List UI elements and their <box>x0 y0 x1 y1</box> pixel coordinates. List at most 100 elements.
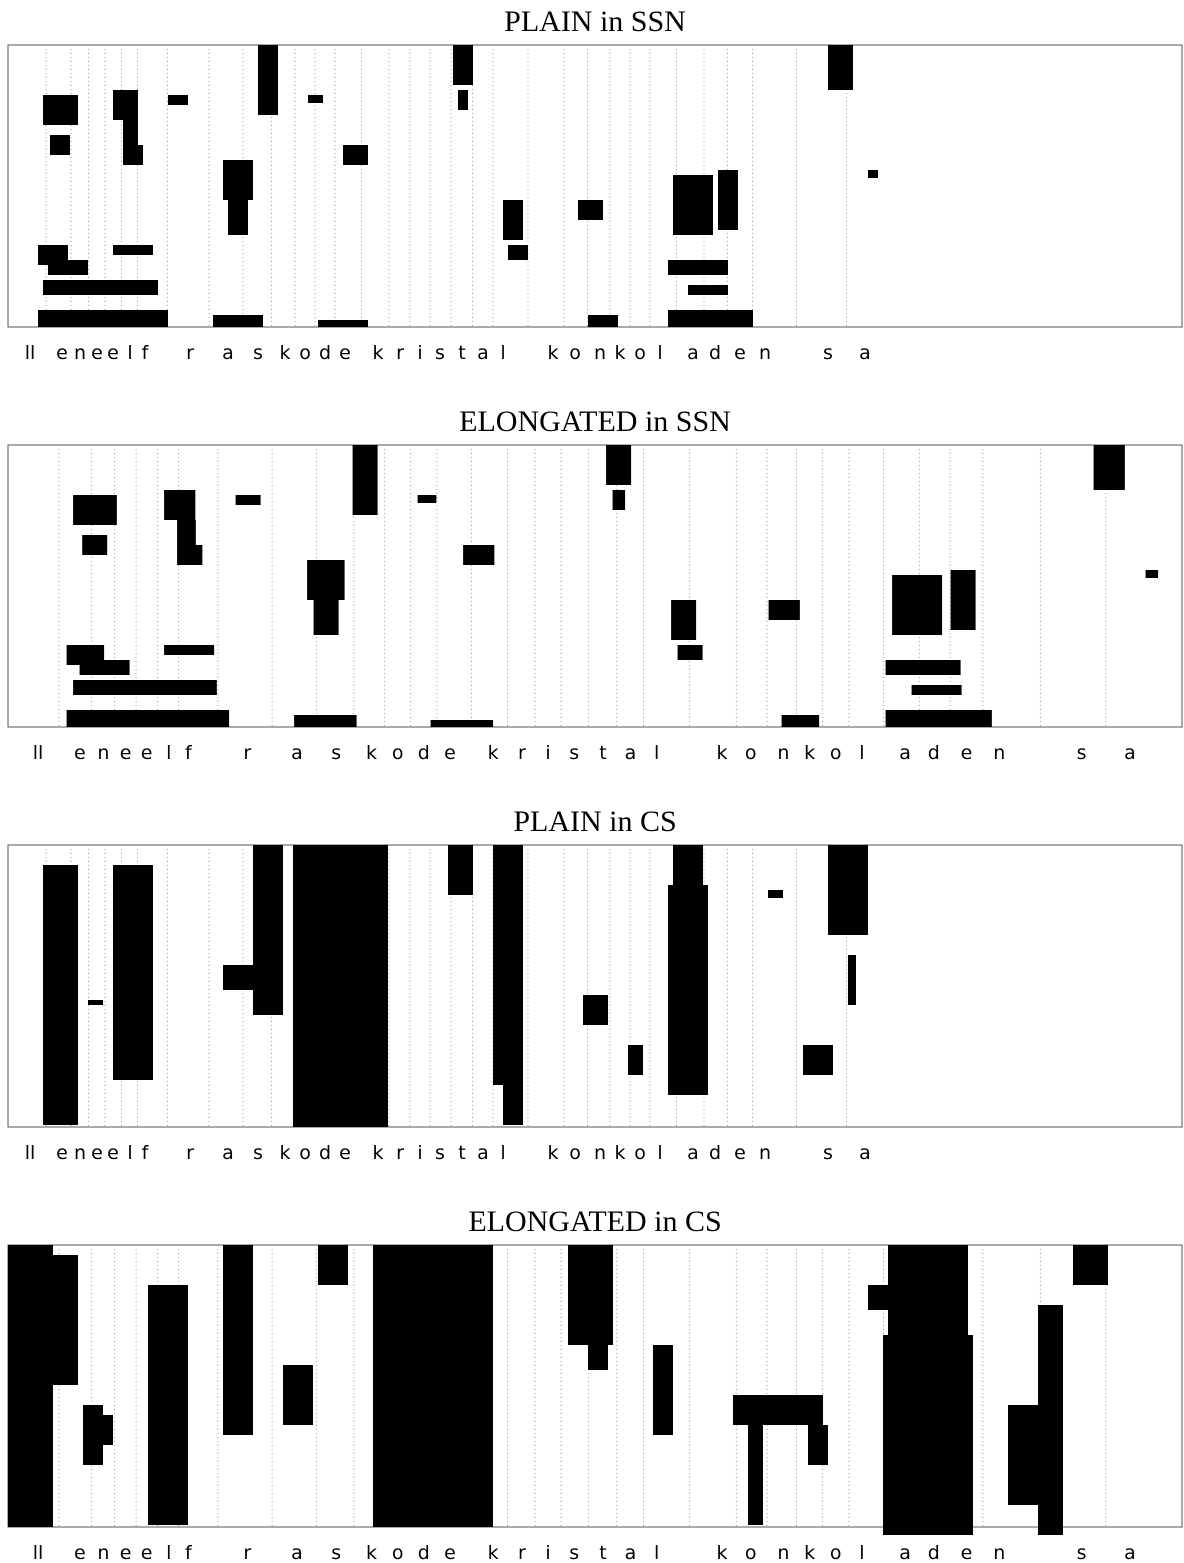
phoneme-label: n <box>777 742 789 764</box>
phoneme-label: k <box>366 1542 377 1563</box>
activation-blob <box>848 955 856 1005</box>
activation-blob <box>294 715 357 727</box>
activation-blob <box>503 1085 523 1125</box>
phoneme-label: k <box>804 1542 815 1563</box>
activation-blob <box>768 890 783 898</box>
panel-title: ELONGATED in SSN <box>459 405 731 438</box>
activation-blob <box>43 280 158 295</box>
phoneme-label: s <box>331 742 341 764</box>
phoneme-label: k <box>804 742 815 764</box>
phoneme-label: t <box>599 742 606 764</box>
phoneme-label: a <box>625 742 637 764</box>
phoneme-label: r <box>396 342 404 364</box>
panel-frame <box>8 45 1182 327</box>
activation-blob <box>588 315 618 327</box>
activation-blob <box>318 320 368 327</box>
phoneme-label: o <box>830 742 842 764</box>
activation-blob <box>431 720 494 727</box>
activation-blob <box>314 600 339 635</box>
phoneme-label: k <box>488 742 499 764</box>
phoneme-label: ll <box>33 742 44 764</box>
activation-blob <box>503 200 523 240</box>
phoneme-label: f <box>142 342 150 364</box>
activation-blob <box>653 1345 673 1405</box>
phoneme-label: i <box>545 742 550 764</box>
phoneme-label: k <box>716 742 727 764</box>
phoneme-label: a <box>625 1542 637 1563</box>
phoneme-label: t <box>458 342 465 364</box>
phoneme-label: s <box>1077 742 1087 764</box>
activation-blob <box>43 865 78 1125</box>
activation-blob <box>373 1245 493 1527</box>
activation-blob <box>168 95 188 105</box>
activation-blob <box>1073 1245 1108 1285</box>
activation-blob <box>223 1245 253 1435</box>
activation-blob <box>613 490 626 510</box>
phoneme-label: ll <box>33 1542 44 1563</box>
phoneme-label: d <box>709 342 721 364</box>
phoneme-label: a <box>899 1542 911 1563</box>
phoneme-label: k <box>279 342 290 364</box>
phoneme-label: e <box>734 1142 746 1164</box>
activation-blob <box>148 1285 188 1525</box>
activation-blob <box>678 645 703 660</box>
activation-blob <box>343 145 368 165</box>
phoneme-label: l <box>657 342 662 364</box>
phoneme-label: l <box>859 742 864 764</box>
activation-blob <box>782 715 820 727</box>
phoneme-label: a <box>222 1142 234 1164</box>
activation-blob <box>606 445 631 485</box>
phoneme-label: s <box>569 1542 579 1563</box>
phoneme-label: t <box>599 1542 606 1563</box>
phoneme-label: a <box>291 1542 303 1563</box>
phoneme-label: o <box>392 742 404 764</box>
figure: PLAIN in SSNlleneelfraskodekristalkonkol… <box>0 0 1184 1563</box>
phoneme-label: d <box>418 1542 430 1563</box>
phoneme-label: k <box>488 1542 499 1563</box>
activation-blob <box>213 315 263 327</box>
phoneme-label: e <box>961 1542 973 1563</box>
phoneme-label: n <box>759 342 771 364</box>
activation-blob <box>236 495 261 505</box>
phoneme-label: l <box>654 1542 659 1563</box>
phoneme-label: n <box>993 742 1005 764</box>
phoneme-label: a <box>291 742 303 764</box>
activation-blob <box>67 710 230 727</box>
phoneme-label: k <box>372 342 383 364</box>
phoneme-label: a <box>687 1142 699 1164</box>
activation-blob <box>748 1425 763 1525</box>
phoneme-label: n <box>993 1542 1005 1563</box>
phoneme-label: e <box>444 742 456 764</box>
phoneme-label: l <box>166 1542 171 1563</box>
phoneme-label: e <box>74 1542 86 1563</box>
activation-blob <box>83 1405 103 1465</box>
activation-blob <box>8 1245 53 1527</box>
activation-blob <box>769 600 800 620</box>
phoneme-label: n <box>759 1142 771 1164</box>
activation-blob <box>73 495 117 525</box>
activation-blob <box>463 545 494 565</box>
activation-blob <box>886 660 961 675</box>
phoneme-label: e <box>107 1142 119 1164</box>
activation-blob <box>828 845 868 935</box>
phoneme-label: e <box>961 742 973 764</box>
phoneme-label: l <box>654 742 659 764</box>
phoneme-label: o <box>830 1542 842 1563</box>
phoneme-label: n <box>97 742 109 764</box>
activation-blob <box>43 95 78 125</box>
activation-blob <box>808 1425 828 1465</box>
phoneme-label: l <box>500 342 505 364</box>
phoneme-label: r <box>518 742 526 764</box>
activation-blob <box>53 1255 78 1385</box>
phoneme-label: f <box>185 742 193 764</box>
phoneme-label: e <box>734 342 746 364</box>
activation-blob <box>48 260 88 275</box>
phoneme-label: e <box>91 342 103 364</box>
activation-blob <box>283 1365 313 1425</box>
activation-blob <box>673 175 713 235</box>
phoneme-label: e <box>120 742 132 764</box>
panel-frame <box>8 845 1182 1127</box>
activation-blob <box>803 1045 833 1075</box>
phoneme-label: r <box>186 342 194 364</box>
phoneme-label: a <box>859 342 871 364</box>
